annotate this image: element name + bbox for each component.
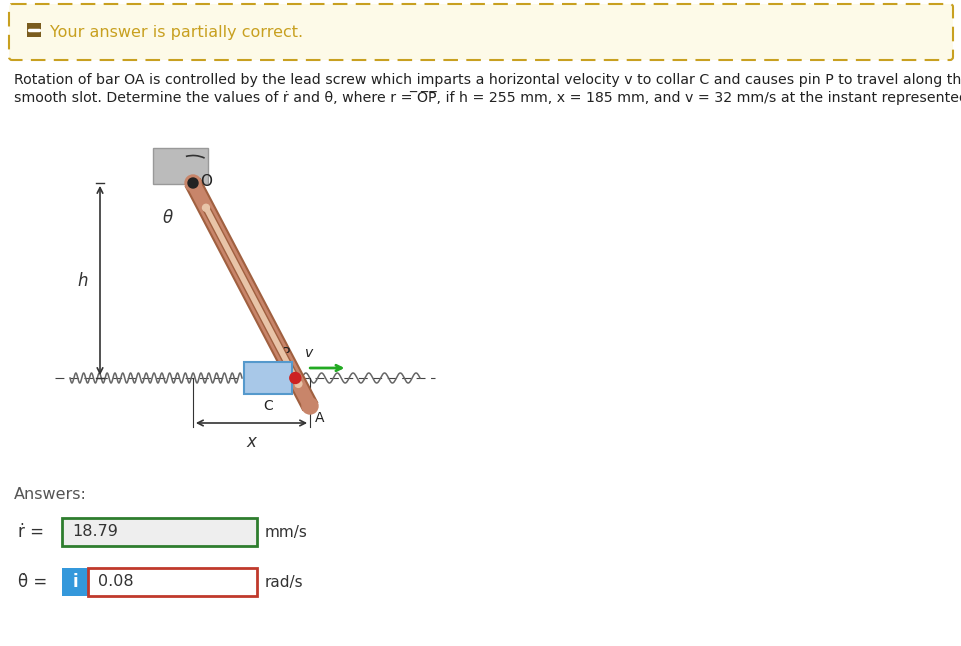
Text: Your answer is partially correct.: Your answer is partially correct. bbox=[50, 25, 303, 39]
Circle shape bbox=[203, 204, 209, 211]
Circle shape bbox=[185, 175, 201, 191]
Circle shape bbox=[295, 380, 302, 388]
Text: θ: θ bbox=[162, 209, 173, 227]
Text: ṙ =: ṙ = bbox=[18, 523, 44, 541]
Bar bbox=[87, 568, 257, 596]
Text: O: O bbox=[200, 174, 211, 189]
Text: rad/s: rad/s bbox=[264, 574, 304, 590]
Text: i: i bbox=[72, 573, 78, 591]
Bar bbox=[153, 148, 208, 184]
Text: P: P bbox=[281, 346, 289, 360]
Text: Rotation of bar OA is controlled by the lead screw which imparts a horizontal ve: Rotation of bar OA is controlled by the … bbox=[14, 73, 961, 87]
Text: 18.79: 18.79 bbox=[72, 525, 118, 539]
Text: A: A bbox=[314, 411, 324, 425]
Text: x: x bbox=[246, 433, 257, 451]
Text: v: v bbox=[305, 346, 313, 360]
Text: θ̇ =: θ̇ = bbox=[18, 573, 47, 591]
Circle shape bbox=[187, 178, 198, 188]
Text: smooth slot. Determine the values of ṙ and θ̇, where r = ̅O̅P̅, if h = 255 mm, x: smooth slot. Determine the values of ṙ a… bbox=[14, 91, 961, 105]
Polygon shape bbox=[185, 180, 317, 410]
Bar bbox=[62, 518, 257, 546]
Circle shape bbox=[302, 398, 318, 414]
Text: mm/s: mm/s bbox=[264, 525, 308, 539]
Text: Answers:: Answers: bbox=[14, 487, 86, 502]
Text: 0.08: 0.08 bbox=[98, 574, 134, 590]
Circle shape bbox=[289, 373, 301, 384]
FancyBboxPatch shape bbox=[9, 4, 952, 60]
Bar bbox=[62, 568, 87, 596]
Text: C: C bbox=[262, 399, 273, 413]
Bar bbox=[27, 23, 41, 37]
Polygon shape bbox=[203, 206, 301, 386]
Bar bbox=[244, 362, 292, 394]
Text: h: h bbox=[78, 271, 87, 289]
